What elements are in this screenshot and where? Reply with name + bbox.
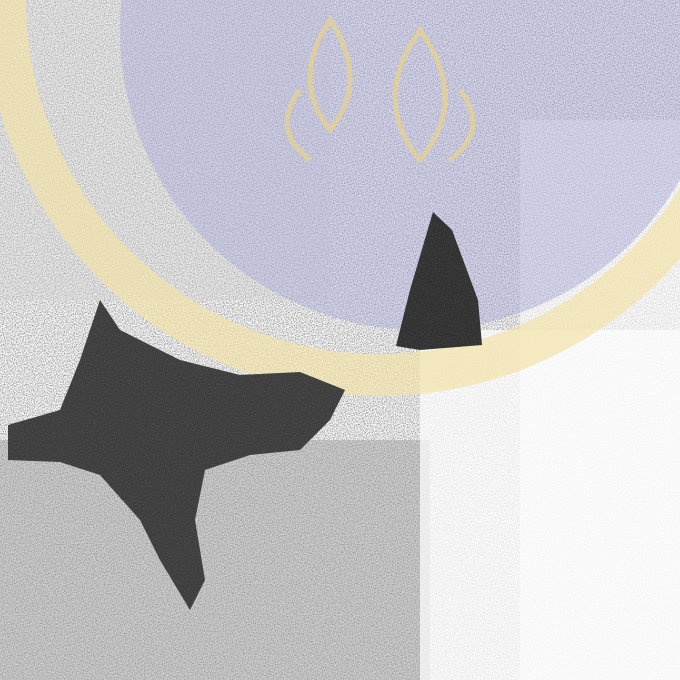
watermark-emblem bbox=[284, 15, 476, 164]
watermark-disc-grain bbox=[120, 0, 680, 330]
emblem-curl bbox=[448, 88, 476, 162]
dark-water-grain bbox=[8, 300, 345, 610]
emblem-flame bbox=[392, 25, 448, 164]
emblem-flame bbox=[307, 15, 353, 135]
rock-shade bbox=[0, 440, 430, 680]
dark-peak-grain bbox=[396, 212, 482, 350]
emblem-curl bbox=[284, 88, 312, 162]
watermark-ring bbox=[0, 0, 680, 396]
